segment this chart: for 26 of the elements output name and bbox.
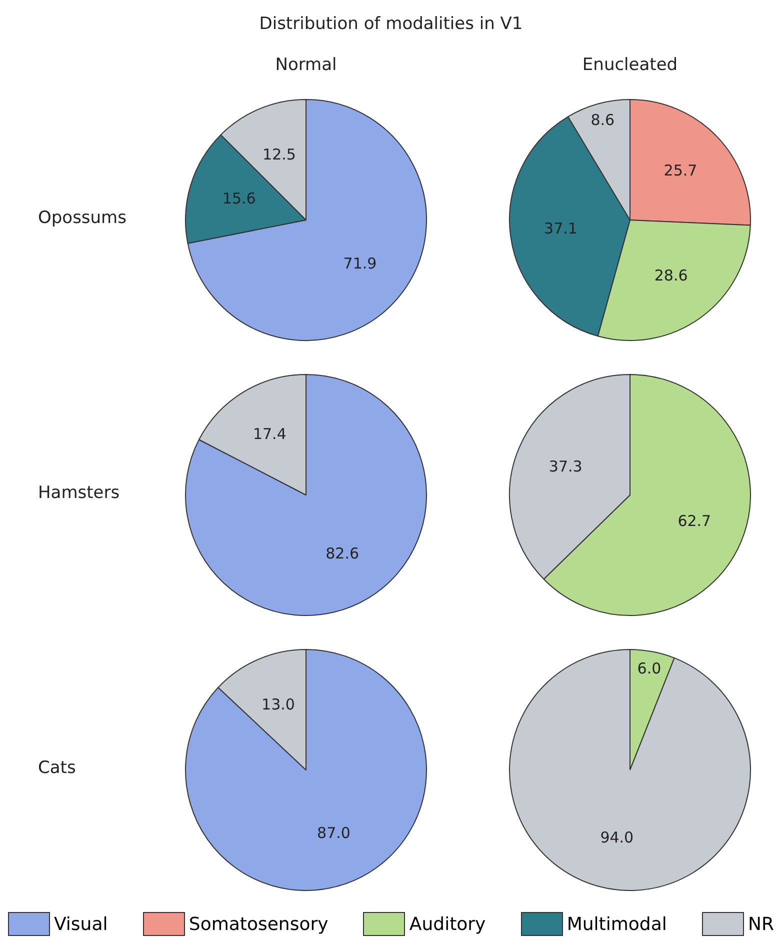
- data-label: 37.1: [544, 219, 578, 238]
- legend-label: NR: [748, 914, 774, 934]
- chart-title: Distribution of modalities in V1: [258, 14, 524, 34]
- chart-subtitle: Enucleated: [581, 55, 679, 75]
- legend-label: Multimodal: [566, 914, 667, 934]
- data-label: 13.0: [262, 696, 295, 714]
- data-label: 87.0: [317, 824, 350, 842]
- data-label: 28.6: [654, 266, 688, 284]
- data-label: 15.6: [222, 190, 256, 208]
- data-label: 82.6: [326, 544, 360, 563]
- text: Hamsters: [38, 483, 120, 503]
- data-label: 12.5: [262, 145, 296, 164]
- data-label: 17.4: [252, 425, 286, 444]
- data-label: 94.0: [600, 828, 634, 847]
- legend-label: Visual: [54, 914, 108, 934]
- data-label: 6.0: [637, 659, 662, 678]
- text: Opossums: [38, 208, 126, 228]
- text: Cats: [38, 758, 76, 778]
- data-label: 62.7: [678, 512, 712, 530]
- data-label: 37.3: [548, 458, 582, 476]
- chart-subtitle: Normal: [274, 55, 338, 75]
- legend-label: Auditory: [409, 914, 486, 934]
- data-label: 71.9: [343, 254, 377, 272]
- data-label: 8.6: [590, 111, 615, 130]
- data-label: 25.7: [664, 162, 698, 180]
- legend-label: Somatosensory: [188, 914, 328, 934]
